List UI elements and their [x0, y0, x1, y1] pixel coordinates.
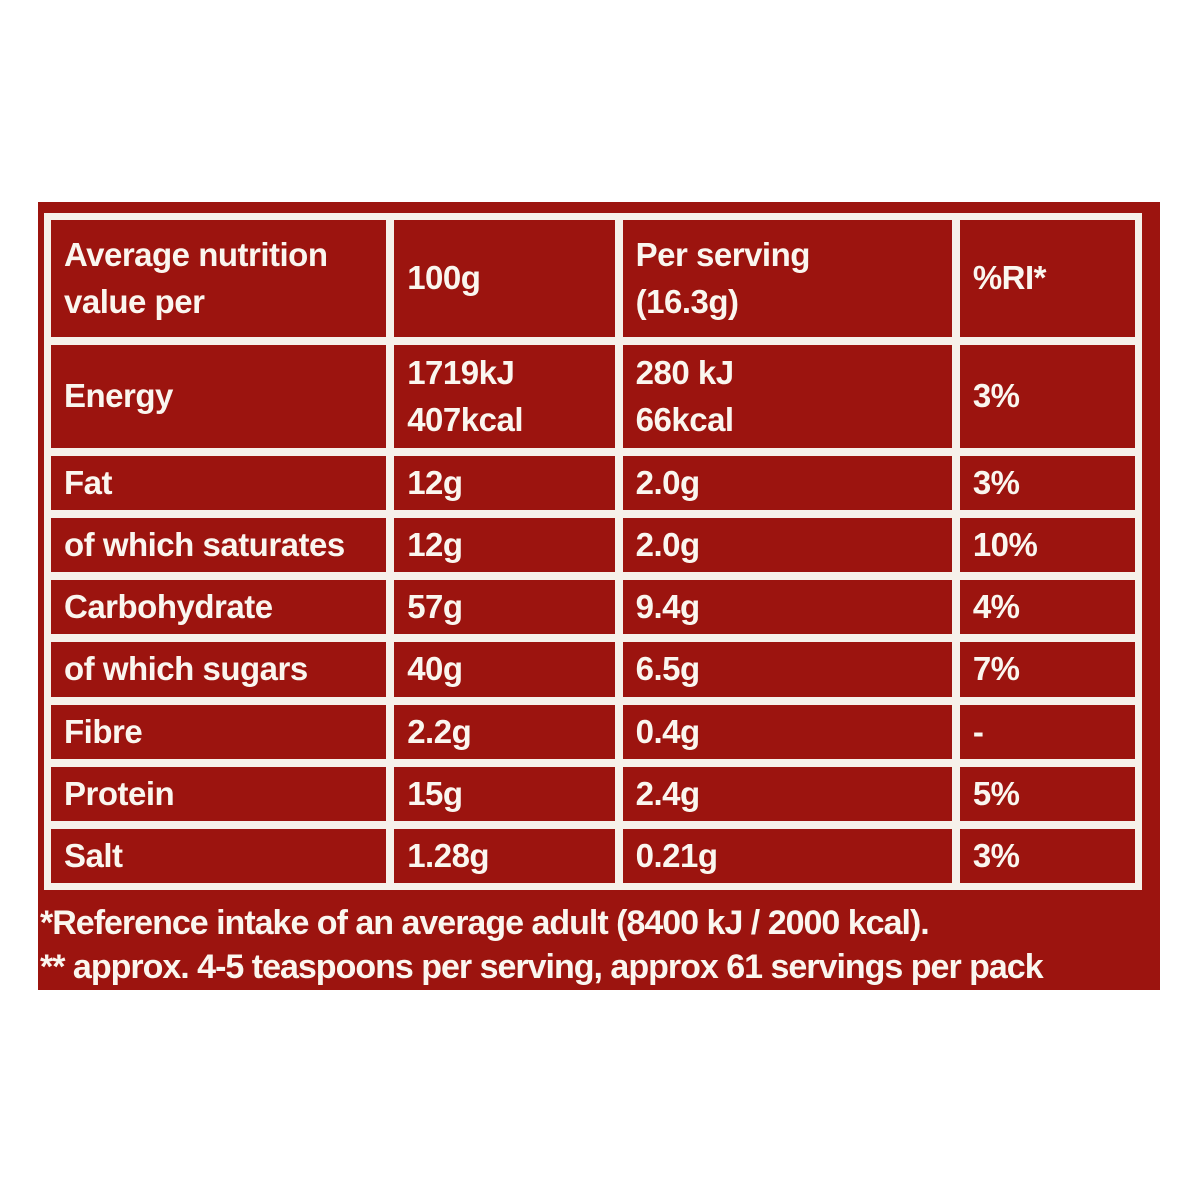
row-fibre-ri: - — [959, 704, 1135, 759]
row-salt-per100: 1.28g — [394, 828, 615, 883]
row-sugars-label: of which sugars — [51, 642, 387, 697]
row-carbohydrate-label: Carbohydrate — [51, 580, 387, 635]
row-sugars-serving: 6.5g — [622, 642, 952, 697]
row-energy-per100: 1719kJ 407kcal — [394, 345, 615, 448]
row-salt-ri: 3% — [959, 828, 1135, 883]
row-fibre-per100: 2.2g — [394, 704, 615, 759]
row-salt-serving: 0.21g — [622, 828, 952, 883]
row-fat-serving: 2.0g — [622, 456, 952, 511]
row-protein-label: Protein — [51, 766, 387, 821]
row-saturates-per100: 12g — [394, 518, 615, 573]
row-carbohydrate-serving: 9.4g — [622, 580, 952, 635]
header-cell-average-nutrition-value-per: Average nutrition value per — [51, 220, 387, 337]
row-energy-ri: 3% — [959, 345, 1135, 448]
row-fat-label: Fat — [51, 456, 387, 511]
row-sugars-ri: 7% — [959, 642, 1135, 697]
row-protein-serving: 2.4g — [622, 766, 952, 821]
footnote-servings-per-pack: ** approx. 4-5 teaspoons per serving, ap… — [40, 948, 1044, 986]
footnotes: *Reference intake of an average adult (8… — [40, 901, 1044, 989]
header-cell-100g: 100g — [394, 220, 615, 337]
row-energy-serving: 280 kJ 66kcal — [622, 345, 952, 448]
row-energy-label: Energy — [51, 345, 387, 448]
row-carbohydrate-ri: 4% — [959, 580, 1135, 635]
row-saturates-label: of which saturates — [51, 518, 387, 573]
footnote-reference-intake: *Reference intake of an average adult (8… — [40, 904, 930, 942]
header-cell-per-serving: Per serving (16.3g) — [622, 220, 952, 337]
row-fat-ri: 3% — [959, 456, 1135, 511]
row-fibre-serving: 0.4g — [622, 704, 952, 759]
row-protein-per100: 15g — [394, 766, 615, 821]
row-fibre-label: Fibre — [51, 704, 387, 759]
row-saturates-serving: 2.0g — [622, 518, 952, 573]
row-carbohydrate-per100: 57g — [394, 580, 615, 635]
nutrition-table: Average nutrition value per 100g Per ser… — [44, 213, 1142, 890]
row-salt-label: Salt — [51, 828, 387, 883]
row-sugars-per100: 40g — [394, 642, 615, 697]
row-fat-per100: 12g — [394, 456, 615, 511]
row-saturates-ri: 10% — [959, 518, 1135, 573]
header-cell-percent-ri: %RI* — [959, 220, 1135, 337]
row-protein-ri: 5% — [959, 766, 1135, 821]
nutrition-label-panel: Average nutrition value per 100g Per ser… — [38, 202, 1160, 990]
